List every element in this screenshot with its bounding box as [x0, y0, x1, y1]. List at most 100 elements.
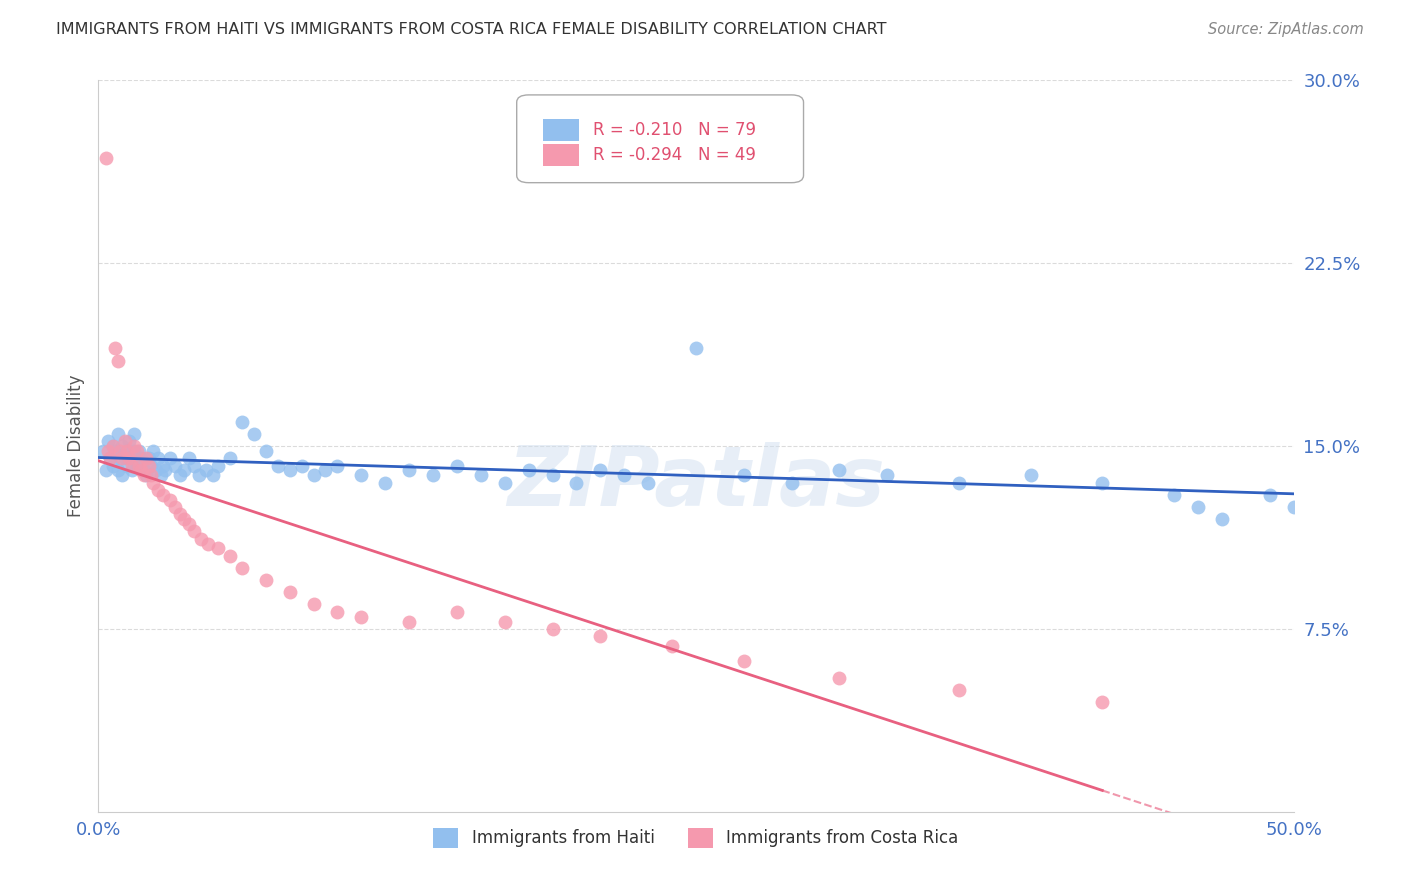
Point: [446, 458, 468, 473]
Text: Source: ZipAtlas.com: Source: ZipAtlas.com: [1208, 22, 1364, 37]
Text: R = -0.210   N = 79: R = -0.210 N = 79: [593, 121, 756, 139]
Point: [114, 434, 136, 449]
Point: [179, 451, 201, 466]
Point: [207, 458, 229, 473]
Point: [1163, 488, 1185, 502]
Point: [446, 605, 468, 619]
Point: [494, 615, 516, 629]
Point: [254, 443, 277, 458]
Point: [326, 605, 349, 619]
Point: [231, 415, 253, 429]
Point: [124, 426, 146, 441]
Point: [517, 463, 540, 477]
Point: [159, 451, 181, 466]
Point: [1187, 500, 1209, 514]
Point: [398, 463, 420, 477]
Point: [828, 671, 851, 685]
Point: [124, 443, 146, 458]
Point: [118, 451, 141, 466]
Point: [124, 439, 146, 453]
Point: [108, 443, 131, 458]
Point: [278, 463, 301, 477]
Point: [142, 475, 165, 490]
Point: [1091, 475, 1114, 490]
Point: [121, 463, 143, 477]
Point: [163, 500, 186, 514]
Point: [115, 443, 138, 458]
Point: [135, 451, 157, 466]
Point: [159, 492, 181, 507]
Point: [374, 475, 396, 490]
Point: [948, 682, 970, 697]
Point: [128, 443, 150, 458]
Point: [267, 458, 290, 473]
Point: [131, 463, 153, 477]
Point: [565, 475, 588, 490]
Point: [148, 451, 170, 466]
Point: [107, 463, 129, 477]
Point: [128, 458, 150, 473]
Point: [173, 512, 195, 526]
Point: [101, 458, 124, 473]
Point: [637, 475, 659, 490]
Point: [231, 561, 253, 575]
Point: [541, 468, 564, 483]
Point: [97, 434, 120, 449]
Point: [278, 585, 301, 599]
Point: [219, 451, 242, 466]
Point: [326, 458, 349, 473]
Point: [101, 439, 124, 453]
Point: [107, 353, 129, 368]
Point: [494, 475, 516, 490]
Point: [149, 468, 172, 483]
Point: [111, 451, 134, 466]
Point: [169, 468, 191, 483]
Point: [1282, 500, 1305, 514]
Point: [115, 458, 138, 473]
Point: [111, 439, 134, 453]
Point: [1019, 468, 1042, 483]
Point: [187, 468, 209, 483]
Point: [422, 468, 444, 483]
Point: [135, 468, 157, 483]
Point: [118, 434, 141, 449]
Point: [152, 488, 174, 502]
Point: [115, 443, 138, 458]
Point: [104, 342, 127, 356]
Point: [121, 458, 143, 473]
Point: [589, 629, 612, 643]
Point: [94, 151, 117, 165]
Point: [101, 439, 124, 453]
Point: [107, 426, 129, 441]
Point: [108, 451, 131, 466]
Point: [179, 516, 201, 531]
Point: [173, 463, 195, 477]
Point: [828, 463, 851, 477]
Point: [169, 508, 191, 522]
Point: [350, 468, 373, 483]
Point: [202, 468, 225, 483]
Point: [470, 468, 492, 483]
Point: [104, 443, 127, 458]
Y-axis label: Female Disability: Female Disability: [66, 375, 84, 517]
Legend: Immigrants from Haiti, Immigrants from Costa Rica: Immigrants from Haiti, Immigrants from C…: [427, 821, 965, 855]
Point: [350, 609, 373, 624]
Point: [197, 536, 219, 550]
Point: [125, 443, 148, 458]
Point: [138, 458, 160, 473]
Point: [876, 468, 898, 483]
Point: [541, 622, 564, 636]
Point: [589, 463, 612, 477]
Point: [125, 458, 148, 473]
Point: [661, 639, 683, 653]
Point: [733, 654, 755, 668]
FancyBboxPatch shape: [543, 119, 579, 141]
Point: [254, 573, 277, 587]
Point: [219, 549, 242, 563]
Point: [780, 475, 803, 490]
Point: [145, 463, 167, 477]
Point: [183, 524, 205, 539]
Text: ZIPatlas: ZIPatlas: [508, 442, 884, 523]
Point: [207, 541, 229, 556]
Point: [195, 463, 218, 477]
